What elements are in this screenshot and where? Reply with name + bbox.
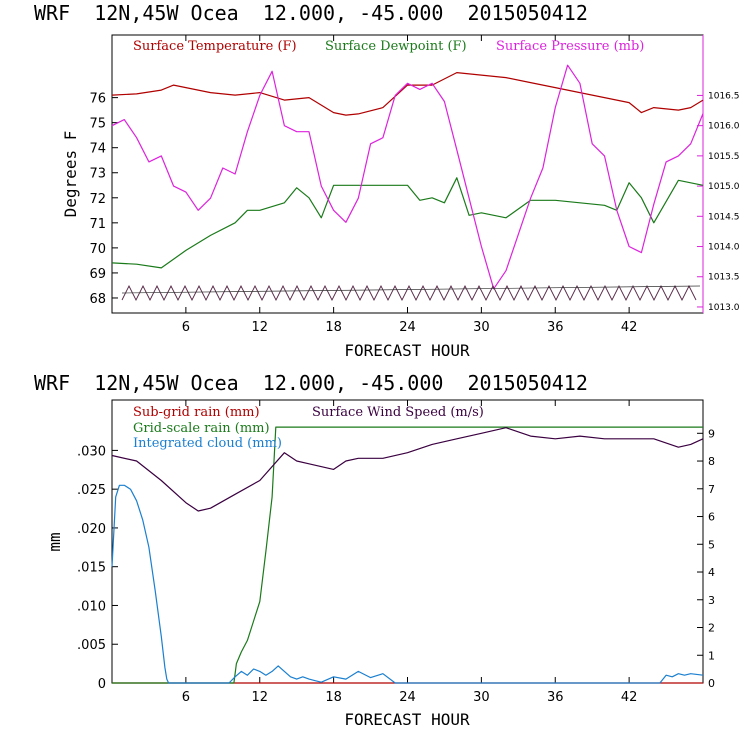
bottom-x-tick-label: 42 xyxy=(621,690,638,705)
bottom-y2-tick-label: 1 xyxy=(708,649,715,662)
top-bottom-hatch xyxy=(121,284,701,302)
bottom-y2-tick-label: 8 xyxy=(708,455,715,468)
legend-gridscale-rain: Grid-scale rain (mm) xyxy=(133,421,270,436)
bottom-series-lines xyxy=(111,426,704,684)
bottom-x-tick-label: 36 xyxy=(547,690,564,705)
legend-surface-wind-speed: Surface Wind Speed (m/s) xyxy=(312,405,484,420)
legend-surface-pressure: Surface Pressure (mb) xyxy=(496,39,644,54)
top-y-tick-label: 69 xyxy=(89,267,106,282)
bottom-chart: WRF 12N,45W Ocea 12.000, -45.000 2015050… xyxy=(34,371,715,729)
top-y2-ticks: 1013.0 1013.5 1014.0 1014.5 1015.0 1015.5 1016… xyxy=(697,91,740,313)
top-y-tick-label: 73 xyxy=(89,167,106,182)
bottom-line-integrated-cloud-mm xyxy=(111,484,704,684)
top-zigzag-hatch xyxy=(121,284,697,302)
top-y2-tick-label: 1014.5 xyxy=(708,212,740,222)
legend-subgrid-rain: Sub-grid rain (mm) xyxy=(133,405,260,420)
top-y-tick-label: 72 xyxy=(89,192,106,207)
bottom-y-tick-label: .030 xyxy=(77,444,106,459)
bottom-chart-header: WRF 12N,45W Ocea 12.000, -45.000 2015050… xyxy=(34,371,588,395)
bottom-x-tick-label: 24 xyxy=(399,690,416,705)
top-chart: WRF 12N,45W Ocea 12.000, -45.000 2015050… xyxy=(34,1,740,360)
top-x-tick-label: 12 xyxy=(251,320,268,335)
bottom-y2-tick-label: 7 xyxy=(708,483,715,496)
top-plot-frame xyxy=(111,34,704,314)
top-y-tick-label: 75 xyxy=(89,117,106,132)
legend-surface-dewpoint: Surface Dewpoint (F) xyxy=(325,39,467,54)
bottom-x-tick-label: 12 xyxy=(251,690,268,705)
bottom-y2-tick-label: 4 xyxy=(708,566,715,579)
bottom-line-grid-scale-rain-mm xyxy=(112,426,703,684)
top-y2-tick-label: 1013.0 xyxy=(708,303,740,313)
top-x-tick-label: 18 xyxy=(325,320,342,335)
top-x-tick-label: 6 xyxy=(182,320,190,335)
top-chart-header: WRF 12N,45W Ocea 12.000, -45.000 2015050… xyxy=(34,1,588,25)
top-y-axis-label: Degrees F xyxy=(61,131,80,218)
bottom-y-axis-label: mm xyxy=(45,532,64,551)
top-y2-tick-label: 1015.0 xyxy=(708,182,740,192)
top-y-tick-label: 71 xyxy=(89,217,106,232)
top-series-lines xyxy=(111,64,704,290)
bottom-y-tick-label: .005 xyxy=(77,638,106,653)
bottom-y2-tick-label: 5 xyxy=(708,538,715,551)
bottom-y2-tick-label: 0 xyxy=(708,677,715,690)
top-y-tick-label: 74 xyxy=(89,142,106,157)
bottom-y-tick-label: 0 xyxy=(98,677,106,692)
top-y2-tick-label: 1016.0 xyxy=(708,122,740,132)
legend-integrated-cloud: Integrated cloud (mm) xyxy=(133,436,282,451)
top-x-tick-label: 42 xyxy=(621,320,638,335)
bottom-x-tick-label: 18 xyxy=(325,690,342,705)
bottom-x-axis-label: FORECAST HOUR xyxy=(344,710,470,729)
bottom-y-tick-label: .020 xyxy=(77,522,106,537)
bottom-y-tick-label: .015 xyxy=(77,561,106,576)
bottom-y2-ticks: 9 8 7 6 5 4 3 2 1 0 xyxy=(697,427,715,690)
top-y-tick-label: 70 xyxy=(89,242,106,257)
bottom-y-tick-label: .010 xyxy=(77,599,106,614)
bottom-y2-tick-label: 2 xyxy=(708,622,715,635)
top-x-tick-label: 36 xyxy=(547,320,564,335)
top-y-tick-label: 68 xyxy=(89,292,106,307)
bottom-x-tick-label: 30 xyxy=(473,690,490,705)
bottom-line-surface-wind-speed-m-s xyxy=(111,427,704,512)
bottom-x-tick-label: 6 xyxy=(182,690,190,705)
bottom-y2-tick-label: 6 xyxy=(708,511,715,524)
bottom-y2-tick-label: 9 xyxy=(708,427,715,440)
legend-surface-temperature: Surface Temperature (F) xyxy=(133,39,297,54)
top-line-surface-pressure-mb xyxy=(111,64,704,290)
top-zigzag-baseline xyxy=(121,285,701,294)
top-line-surface-temperature-f xyxy=(111,71,704,116)
top-y-ticks: 68 69 70 71 72 73 74 75 76 xyxy=(89,92,118,307)
top-x-axis-label: FORECAST HOUR xyxy=(344,341,470,360)
top-y2-tick-label: 1013.5 xyxy=(708,273,740,283)
top-y2-tick-label: 1015.5 xyxy=(708,152,740,162)
top-x-tick-label: 30 xyxy=(473,320,490,335)
top-line-surface-dewpoint-f xyxy=(111,177,704,269)
bottom-y-tick-label: .025 xyxy=(77,483,106,498)
top-y-tick-label: 76 xyxy=(89,92,106,107)
top-y2-tick-label: 1014.0 xyxy=(708,243,740,253)
bottom-y2-tick-label: 3 xyxy=(708,594,715,607)
bottom-y-ticks: .030 .025 .020 .015 .010 .005 0 xyxy=(77,444,118,692)
top-x-tick-label: 24 xyxy=(399,320,416,335)
top-x-ticks: 6 12 18 24 30 36 42 xyxy=(182,35,638,335)
top-y2-tick-label: 1016.5 xyxy=(708,91,740,101)
bottom-x-ticks: 6 12 18 24 30 36 42 xyxy=(182,400,638,705)
